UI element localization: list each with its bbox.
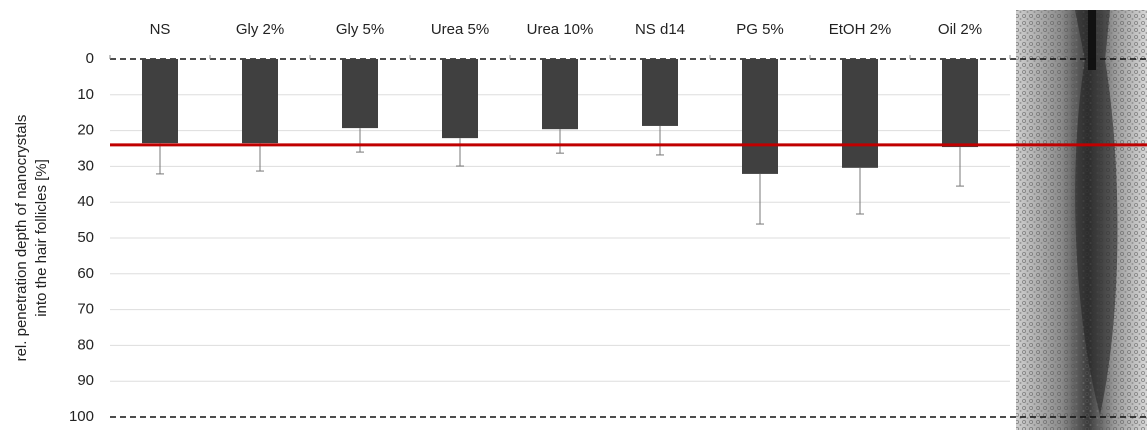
bar [442,59,478,138]
x-tick-label: Urea 5% [431,21,489,38]
y-tick-label: 40 [77,193,94,210]
x-tick-label: NS d14 [635,21,685,38]
y-tick-label: 50 [77,229,94,246]
bar [242,59,278,143]
x-tick-label: PG 5% [736,21,784,38]
y-axis-title: into the hair follicles [%] [33,159,50,317]
bar [942,59,978,147]
x-tick-label: Gly 2% [236,21,284,38]
bar [342,59,378,128]
y-tick-label: 20 [77,122,94,139]
bar [142,59,178,143]
bar [842,59,878,168]
x-tick-label: Urea 10% [527,21,594,38]
y-tick-label: 70 [77,301,94,318]
y-tick-label: 10 [77,86,94,103]
y-tick-label: 100 [69,408,94,425]
x-tick-label: NS [150,21,171,38]
bar [542,59,578,129]
micrograph [1016,10,1147,430]
bar [742,59,778,174]
y-tick-label: 30 [77,157,94,174]
chart: rel. penetration depth of nanocrystals i… [0,0,1147,430]
y-tick-label: 90 [77,372,94,389]
y-tick-label: 80 [77,336,94,353]
y-tick-label: 0 [86,50,94,67]
bar [642,59,678,126]
x-tick-label: Oil 2% [938,21,982,38]
y-tick-label: 60 [77,265,94,282]
page: {"chart_data": {"type": "bar", "y_label"… [0,0,1147,430]
x-tick-label: Gly 5% [336,21,384,38]
y-axis-title: rel. penetration depth of nanocrystals [13,115,30,362]
x-tick-label: EtOH 2% [829,21,892,38]
